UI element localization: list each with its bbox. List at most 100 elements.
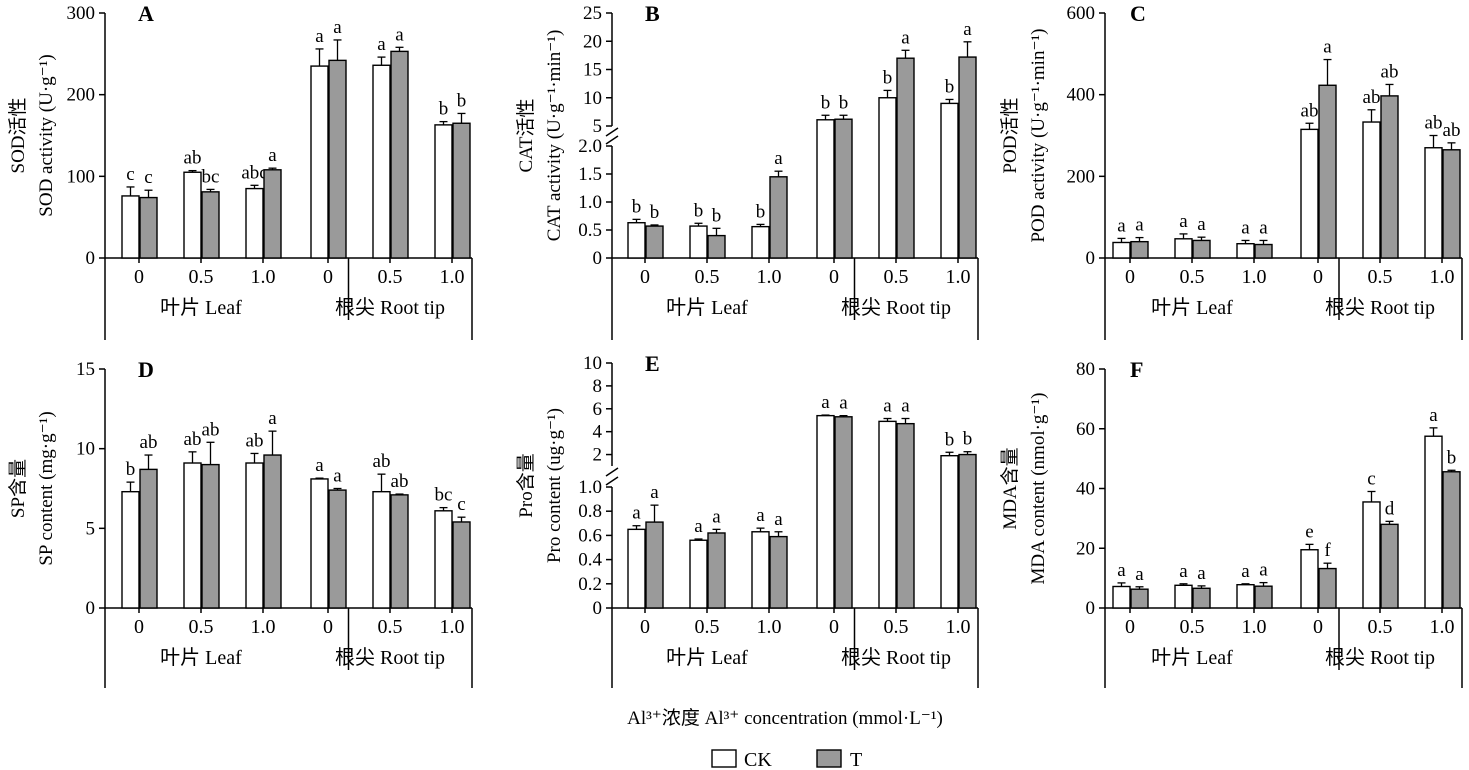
x-tick-label: 1.0 xyxy=(757,616,782,638)
significance-letter: f xyxy=(1324,540,1331,561)
y-tick-label: 5 xyxy=(86,518,96,539)
bar-ck xyxy=(1236,583,1255,609)
x-tick-label: 0.5 xyxy=(378,266,403,288)
significance-letter: b xyxy=(694,200,704,221)
significance-letter: a xyxy=(839,393,848,414)
x-tick-label: 0.5 xyxy=(1368,616,1393,638)
x-tick-label: 0 xyxy=(134,266,144,288)
y-tick-label: 1.5 xyxy=(578,164,602,185)
y-tick-label: 15 xyxy=(583,60,602,81)
significance-letter: a xyxy=(1179,561,1188,582)
significance-letter: a xyxy=(774,148,783,169)
y-tick-label: 0.2 xyxy=(578,574,602,595)
bar-t xyxy=(1442,149,1461,259)
significance-letter: ab xyxy=(373,451,391,472)
axis-break-mark xyxy=(605,476,619,486)
significance-letter: a xyxy=(395,24,404,45)
significance-letter: ab xyxy=(1443,120,1461,141)
bar-t xyxy=(201,191,220,259)
significance-letter: a xyxy=(268,408,277,429)
y-label-cn: SP含量 xyxy=(7,459,29,518)
svg-text:Al³⁺浓度 Al³⁺ concentration (mmo: Al³⁺浓度 Al³⁺ concentration (mmol·L⁻¹) xyxy=(627,707,943,729)
bar-ck xyxy=(751,531,770,609)
x-tick-label: 0.5 xyxy=(884,266,909,288)
x-tick-label: 1.0 xyxy=(251,616,276,638)
x-tick-label: 0 xyxy=(1313,616,1323,638)
y-tick-label: 0.8 xyxy=(578,501,602,522)
y-tick-label: 2.0 xyxy=(578,136,602,157)
significance-letter: e xyxy=(1305,521,1313,542)
bar-ck xyxy=(372,490,391,609)
significance-letter: bc xyxy=(202,166,220,187)
group-label: 叶片 Leaf xyxy=(1151,296,1233,319)
bar-ck xyxy=(1112,241,1131,259)
y-tick-label: 40 xyxy=(1076,479,1095,500)
y-tick-label: 0 xyxy=(86,248,96,269)
significance-letter: a xyxy=(821,392,830,413)
y-tick-label: 0 xyxy=(593,248,603,269)
bar-ck xyxy=(183,462,202,609)
x-tick-label: 1.0 xyxy=(757,266,782,288)
significance-letter: a xyxy=(712,506,721,527)
significance-letter: c xyxy=(1367,468,1375,489)
significance-letter: a xyxy=(963,19,972,40)
significance-letter: a xyxy=(268,145,277,166)
y-tick-label: 5 xyxy=(593,116,603,137)
legend: CK T xyxy=(711,749,862,770)
significance-letter: a xyxy=(1135,564,1144,585)
bar-t xyxy=(1192,587,1211,609)
significance-letter: a xyxy=(1241,561,1250,582)
x-tick-label: 0.5 xyxy=(1180,266,1205,288)
significance-letter: a xyxy=(774,509,783,530)
x-tick-label: 0.5 xyxy=(695,266,720,288)
bar-t xyxy=(1130,588,1149,609)
bar-ck xyxy=(372,64,391,259)
bar-t xyxy=(328,59,347,259)
significance-letter: a xyxy=(333,17,342,38)
y-label-en: MDA content (nmol·g⁻¹) xyxy=(1028,393,1049,585)
bar-t xyxy=(896,57,915,259)
significance-letter: a xyxy=(883,396,892,417)
y-tick-label: 400 xyxy=(1067,85,1096,106)
panel-letter: F xyxy=(1130,357,1143,382)
bar-ck xyxy=(816,414,835,609)
bar-ck xyxy=(878,97,897,259)
significance-letter: ab xyxy=(391,471,409,492)
bar-ck xyxy=(1112,585,1131,609)
x-title: Al³⁺浓度 Al³⁺ concentration (mmol·L⁻¹) xyxy=(627,707,943,729)
bar-ck xyxy=(1362,121,1381,259)
x-tick-label: 0 xyxy=(134,616,144,638)
y-tick-label: 0 xyxy=(1086,248,1096,269)
significance-letter: a xyxy=(694,516,703,537)
significance-letter: ab xyxy=(140,432,158,453)
x-tick-label: 1.0 xyxy=(946,616,971,638)
group-label: 叶片 Leaf xyxy=(160,296,242,319)
bar-ck xyxy=(1174,584,1193,609)
bar-t xyxy=(1192,239,1211,259)
significance-letter: a xyxy=(1197,563,1206,584)
bar-ck xyxy=(627,528,646,609)
bar-ck xyxy=(689,225,708,259)
significance-letter: ab xyxy=(184,429,202,450)
bar-ck xyxy=(1236,243,1255,259)
bar-ck xyxy=(434,124,453,259)
x-tick-label: 0.5 xyxy=(189,616,214,638)
x-title-cn: Al³⁺浓度 xyxy=(627,707,700,729)
y-tick-label: 20 xyxy=(1076,538,1095,559)
y-tick-label: 8 xyxy=(593,376,603,397)
significance-letter: ab xyxy=(184,148,202,169)
y-tick-label: 4 xyxy=(593,422,603,443)
significance-letter: b xyxy=(945,429,955,450)
significance-letter: ab xyxy=(202,419,220,440)
bar-ck xyxy=(1424,147,1443,259)
significance-letter: b xyxy=(712,205,722,226)
bar-t xyxy=(452,122,471,259)
significance-letter: a xyxy=(315,26,324,47)
x-tick-label: 0 xyxy=(1313,266,1323,288)
bar-t xyxy=(263,454,282,609)
bar-t xyxy=(1380,523,1399,609)
significance-letter: c xyxy=(144,167,152,188)
y-tick-label: 0.4 xyxy=(578,550,602,571)
